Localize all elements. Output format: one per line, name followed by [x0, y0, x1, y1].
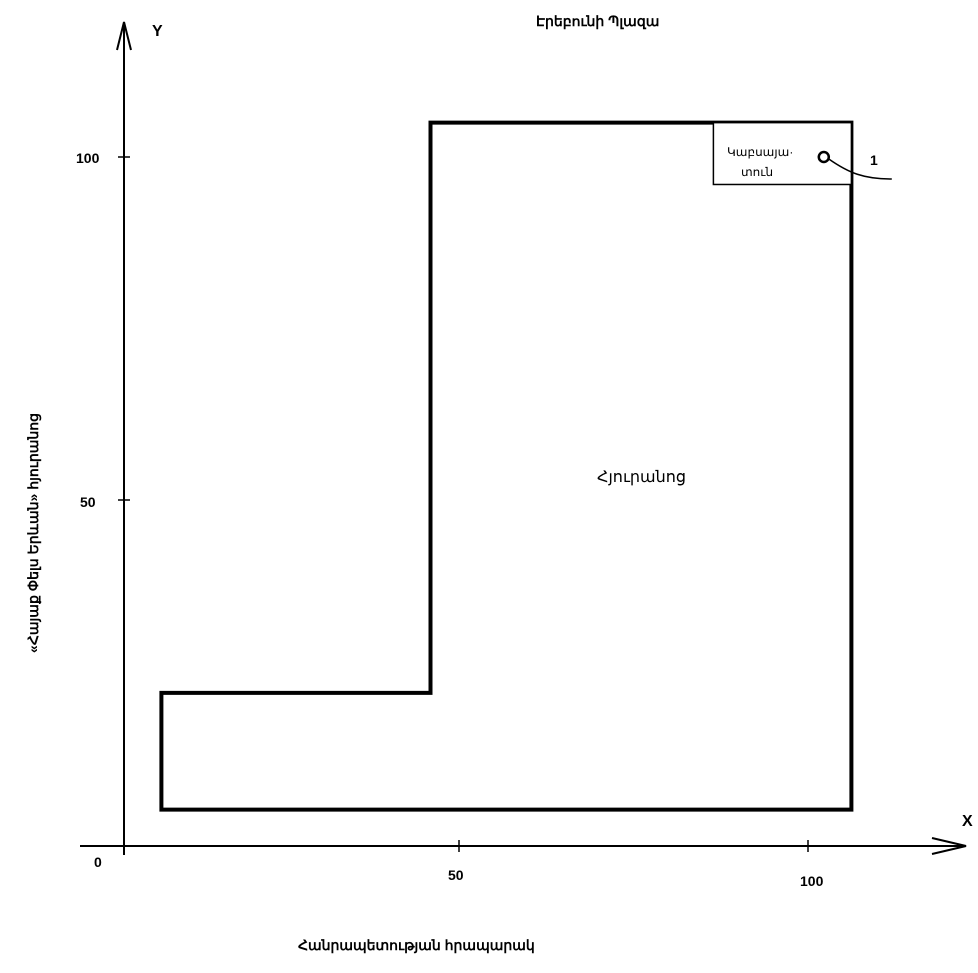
x-axis-letter: X [962, 813, 973, 830]
building-outline [159, 120, 854, 812]
room-label-line1: Կաբսայա· [727, 145, 793, 159]
origin-label: 0 [94, 854, 102, 870]
x-axis-arrowhead [931, 837, 967, 855]
y-tick-label-100: 100 [76, 150, 100, 166]
y-axis-arrowhead [116, 21, 132, 51]
street-label-bottom: Հանրապետության հրապարակ [298, 937, 535, 954]
hall-label: Հյուրանոց [597, 469, 686, 486]
y-axis-letter: Y [152, 23, 163, 40]
marker-circle-icon [817, 150, 831, 164]
marker-label: 1 [870, 152, 878, 168]
y-tick-label-50: 50 [80, 494, 96, 510]
street-label-left: «Հայաք Փելս Երևան» հյուրանոց [25, 413, 42, 653]
room-label-line2: տուն [741, 165, 773, 179]
marker-leader-line [828, 158, 892, 180]
street-label-top: Էրեբունի Պլազա [536, 13, 659, 30]
x-tick-label-50: 50 [448, 867, 464, 883]
x-tick-label-100: 100 [800, 873, 824, 889]
